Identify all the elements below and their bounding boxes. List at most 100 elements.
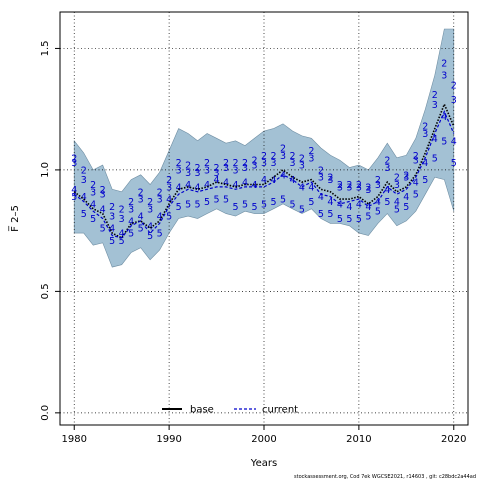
age-label-2: 2 [251,156,257,167]
footer-credit: stockassessment.org, Cod 7ek WGCSE2021, … [294,474,476,480]
age-label-3: 3 [138,195,144,206]
age-label-4: 4 [337,199,343,210]
age-label-3: 3 [109,212,115,223]
age-label-4: 4 [157,212,163,223]
age-label-5: 5 [261,199,267,210]
age-label-3: 3 [299,161,305,172]
age-label-4: 4 [90,199,96,210]
y-tick-label: 0.5 [40,283,51,299]
age-label-3: 3 [119,214,125,225]
age-label-5: 5 [138,224,144,235]
x-tick-label: 1980 [62,434,87,445]
age-label-4: 4 [394,197,400,208]
legend-current-label: current [262,405,298,416]
age-label-3: 3 [365,185,371,196]
age-label-3: 3 [100,190,106,201]
age-label-5: 5 [147,231,153,242]
age-label-2: 2 [384,156,390,167]
y-tick-label: 0.0 [40,405,51,421]
age-label-5: 5 [71,192,77,203]
age-label-2: 2 [233,158,239,169]
age-label-3: 3 [280,151,286,162]
age-label-3: 3 [337,182,343,193]
age-label-3: 3 [394,180,400,191]
age-label-4: 4 [242,178,248,189]
age-label-3: 3 [375,180,381,191]
age-label-2: 2 [422,122,428,133]
legend-base-label: base [190,405,214,416]
legend: base current [162,405,298,416]
age-label-2: 2 [214,163,220,174]
age-label-4: 4 [223,178,229,189]
age-label-4: 4 [413,178,419,189]
age-label-2: 2 [119,204,125,215]
age-label-3: 3 [261,158,267,169]
age-label-2: 2 [261,151,267,162]
age-label-2: 2 [157,187,163,198]
age-label-2: 2 [413,151,419,162]
age-label-2: 2 [147,197,153,208]
age-label-4: 4 [119,229,125,240]
age-label-2: 2 [441,59,447,70]
age-label-5: 5 [214,195,220,206]
age-label-2: 2 [90,180,96,191]
age-label-2: 2 [308,146,314,157]
age-label-2: 2 [204,158,210,169]
age-label-3: 3 [90,187,96,198]
age-label-2: 2 [185,161,191,172]
age-label-2: 2 [337,180,343,191]
age-label-2: 2 [280,144,286,155]
age-label-4: 4 [138,212,144,223]
age-label-5: 5 [403,202,409,213]
age-label-4: 4 [109,224,115,235]
x-axis-title: Years [250,458,277,469]
age-label-5: 5 [394,204,400,215]
age-label-4: 4 [365,202,371,213]
age-label-5: 5 [451,158,457,169]
age-label-2: 2 [451,80,457,91]
age-label-5: 5 [289,199,295,210]
y-axis-title: F̅ 2–5 [8,205,21,232]
age-label-2: 2 [109,202,115,213]
age-label-2: 2 [403,170,409,181]
age-label-5: 5 [327,209,333,220]
age-label-5: 5 [375,207,381,218]
age-label-2: 2 [432,90,438,101]
x-tick-label: 1990 [156,434,181,445]
age-label-3: 3 [223,163,229,174]
age-label-3: 3 [346,182,352,193]
age-label-2: 2 [242,158,248,169]
age-label-5: 5 [81,209,87,220]
age-label-3: 3 [204,165,210,176]
age-label-4: 4 [451,136,457,147]
age-label-5: 5 [176,202,182,213]
age-label-5: 5 [365,212,371,223]
age-label-2: 2 [138,187,144,198]
age-label-2: 2 [176,158,182,169]
age-label-3: 3 [441,71,447,82]
age-label-5: 5 [109,236,115,247]
age-label-3: 3 [384,163,390,174]
age-label-3: 3 [413,156,419,167]
age-label-4: 4 [299,182,305,193]
age-label-5: 5 [233,202,239,213]
age-label-2: 2 [356,180,362,191]
age-label-4: 4 [308,182,314,193]
x-tick-label: 2000 [251,434,276,445]
age-label-5: 5 [308,197,314,208]
age-label-2: 2 [71,153,77,164]
age-label-2: 2 [223,158,229,169]
age-label-2: 2 [100,185,106,196]
age-label-5: 5 [166,212,172,223]
age-label-5: 5 [270,197,276,208]
age-label-4: 4 [166,195,172,206]
age-label-5: 5 [337,214,343,225]
age-label-5: 5 [346,214,352,225]
age-label-5: 5 [299,204,305,215]
age-label-4: 4 [251,180,257,191]
age-label-5: 5 [204,197,210,208]
age-label-5: 5 [318,209,324,220]
age-label-2: 2 [270,151,276,162]
